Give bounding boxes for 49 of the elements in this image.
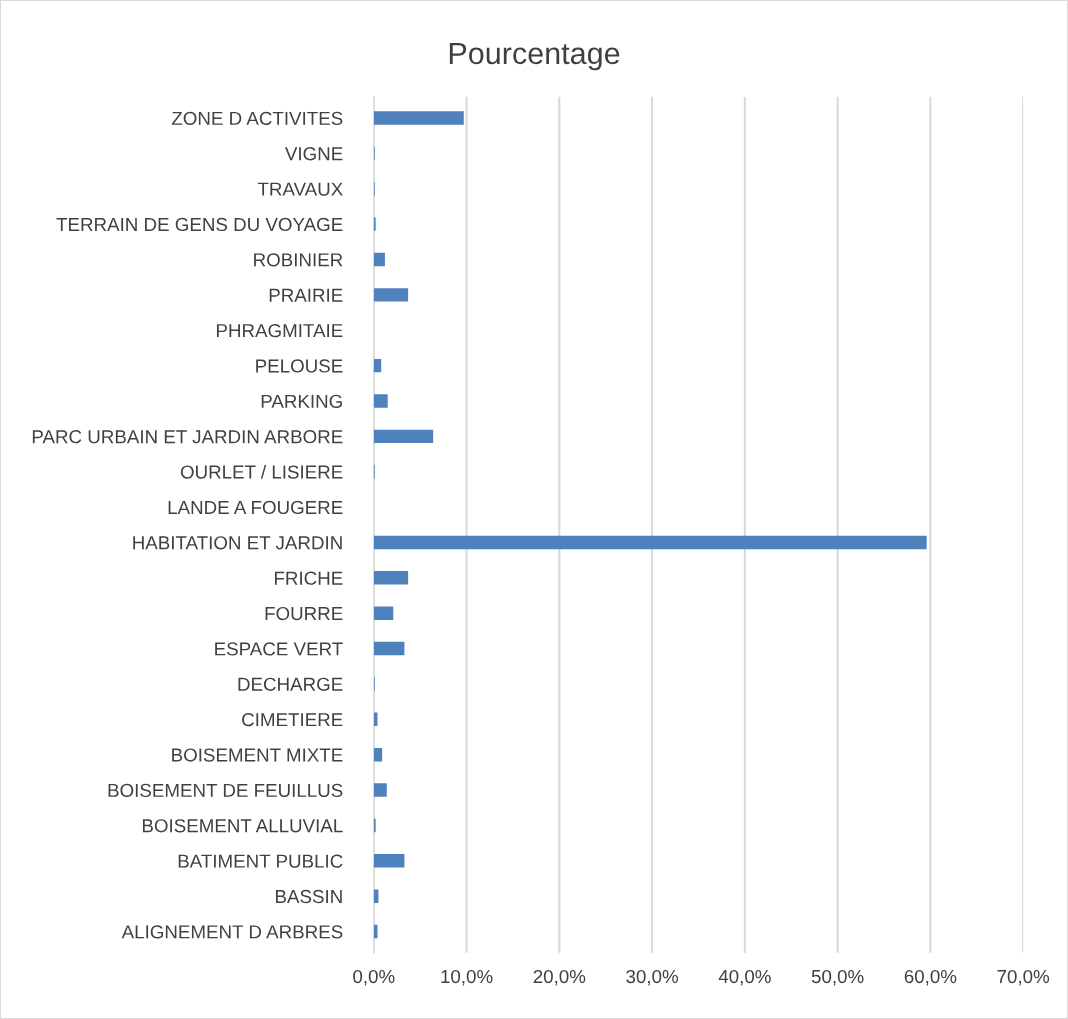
y-tick-label: FOURRE — [265, 606, 343, 621]
bar — [373, 924, 378, 939]
x-tick-label: 70,0% — [997, 969, 1050, 986]
bar — [373, 429, 434, 444]
y-tick-label: DECHARGE — [238, 677, 343, 691]
x-tick-label: 0,0% — [353, 969, 395, 986]
y-tick-label: PRAIRIE — [269, 288, 343, 302]
bar — [373, 571, 409, 585]
y-tick-label: PELOUSE — [256, 359, 343, 373]
bar — [373, 606, 394, 620]
y-tick-label: TERRAIN DE GENS DU VOYAGE — [56, 217, 343, 232]
bar — [373, 252, 385, 267]
y-tick-label: TRAVAUX — [257, 182, 343, 196]
y-tick-label: PARC URBAIN ET JARDIN ARBORE — [32, 430, 343, 444]
y-tick-label: ESPACE VERT — [215, 642, 343, 656]
y-tick-label: VIGNE — [284, 147, 343, 161]
bar — [373, 747, 383, 762]
y-tick-label: BATIMENT PUBLIC — [178, 854, 343, 868]
bar — [373, 535, 927, 550]
x-tick-label: 30,0% — [626, 969, 679, 986]
y-tick-label: OURLET / LISIERE — [180, 464, 343, 479]
y-tick-label: ALIGNEMENT D ARBRES — [121, 925, 343, 939]
x-tick-label: 20,0% — [533, 969, 586, 986]
chart-title: Pourcentage — [449, 42, 620, 71]
y-tick-label: PARKING — [261, 394, 342, 408]
bar — [373, 358, 382, 373]
y-tick-label: ZONE D ACTIVITES — [171, 111, 343, 126]
bar — [373, 288, 409, 302]
y-tick-label: HABITATION ET JARDIN — [133, 536, 342, 550]
y-tick-label: CIMETIERE — [242, 713, 343, 727]
x-tick-label: 10,0% — [441, 969, 493, 986]
y-tick-label: BOISEMENT DE FEUILLUS — [108, 783, 343, 798]
x-tick-label: 50,0% — [811, 969, 864, 986]
y-tick-label: BOISEMENT ALLUVIAL — [142, 819, 343, 833]
x-tick-label: 60,0% — [904, 969, 957, 986]
bar — [373, 854, 405, 868]
bar — [373, 712, 378, 727]
bar — [373, 394, 388, 408]
bar — [373, 111, 464, 125]
bar — [373, 783, 387, 797]
bar — [373, 889, 379, 903]
y-tick-label: BOISEMENT MIXTE — [172, 748, 343, 762]
y-tick-label: ROBINIER — [254, 253, 343, 267]
y-tick-label: PHRAGMITAIE — [216, 323, 343, 338]
bar — [373, 641, 405, 656]
y-tick-label: FRICHE — [274, 571, 343, 585]
x-tick-label: 40,0% — [718, 969, 771, 986]
y-tick-label: BASSIN — [276, 889, 342, 904]
y-tick-label: LANDE A FOUGERE — [168, 500, 343, 515]
